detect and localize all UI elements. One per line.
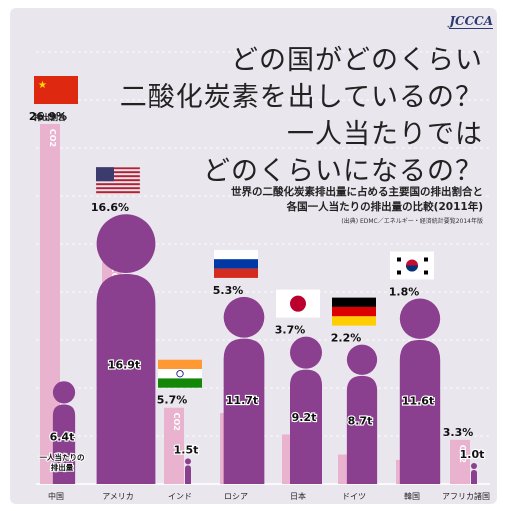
title-line-1: どの国がどのくらい	[231, 45, 483, 76]
share-bar	[164, 407, 184, 484]
share-bar	[450, 439, 470, 484]
share-value-label: 5.7%	[157, 394, 188, 407]
japan-flag	[276, 289, 320, 318]
category-label: インド	[168, 492, 192, 501]
usa-flag	[95, 167, 141, 196]
share-value-label: 16.6%	[91, 201, 129, 214]
share-value-label: 3.7%	[275, 324, 306, 337]
co2-tag: CO2	[48, 129, 57, 147]
per-capita-value-label: 11.6t	[402, 395, 434, 408]
category-label: 日本	[290, 491, 306, 501]
person-body	[223, 338, 265, 484]
share-value-label: 1.8%	[389, 285, 420, 298]
co2-tag: CO2	[172, 413, 181, 431]
per-capita-heading-label-2: 排出量	[51, 462, 74, 472]
category-label: 中国	[48, 491, 64, 501]
russia-flag	[214, 249, 258, 278]
category-label: ドイツ	[342, 492, 366, 501]
title-line-3: 一人当たりでは	[287, 119, 483, 150]
person-head	[52, 381, 76, 404]
person-body	[399, 339, 441, 484]
share-value-label: 5.3%	[213, 284, 244, 297]
subtitle-line-1: 世界の二酸化炭素排出量に占める主要国の排出割合と	[231, 186, 483, 198]
person-body	[185, 465, 191, 484]
per-capita-value-label: 1.5t	[174, 443, 199, 456]
per-capita-value-label: 16.9t	[108, 359, 140, 372]
person-body	[96, 274, 156, 484]
per-capita-heading-label: 一人当たりの	[40, 452, 85, 462]
korea-flag	[390, 251, 434, 280]
person-body	[52, 404, 76, 484]
person-head	[399, 298, 441, 339]
svg-text:★: ★	[38, 80, 47, 91]
source-note: (出典) EDMC／エネルギー・経済統計要覧2014年版	[341, 218, 483, 225]
co2-tag: CO2	[458, 445, 467, 463]
category-label: アメリカ	[102, 492, 134, 501]
category-label: ロシア	[224, 492, 248, 501]
share-heading-label: 排出割合	[34, 112, 67, 122]
person-head	[289, 336, 323, 369]
share-value-label: 2.2%	[331, 332, 362, 345]
person-head	[223, 296, 265, 338]
person-head	[96, 214, 156, 273]
person-head	[471, 463, 477, 469]
per-capita-value-label: 11.7t	[226, 394, 258, 407]
jccca-logo: JCCCA	[449, 14, 493, 29]
title-line-2: 二酸化炭素を出しているの？	[119, 82, 483, 113]
person-body	[346, 375, 378, 484]
per-capita-value-label: 9.2t	[292, 411, 317, 424]
per-capita-value-label: 1.0t	[460, 448, 485, 461]
per-capita-value-label: 8.7t	[348, 415, 373, 428]
share-value-label: 26.9%	[29, 110, 67, 123]
title-line-4: どのくらいになるの？	[203, 156, 483, 187]
per-capita-value-label: 6.4t	[50, 430, 75, 443]
person-body	[471, 470, 477, 484]
person-head	[346, 344, 378, 375]
china-flag: ★	[34, 76, 78, 104]
india-flag	[158, 359, 202, 388]
person-body	[289, 369, 323, 484]
category-label: 韓国	[404, 491, 420, 501]
subtitle-line-2: 各国一人当たりの排出量の比較(2011年)	[286, 201, 483, 213]
person-head	[185, 458, 191, 465]
share-value-label: 3.3%	[443, 426, 474, 439]
germany-flag	[332, 297, 376, 326]
category-label: アフリカ諸国	[442, 491, 490, 501]
